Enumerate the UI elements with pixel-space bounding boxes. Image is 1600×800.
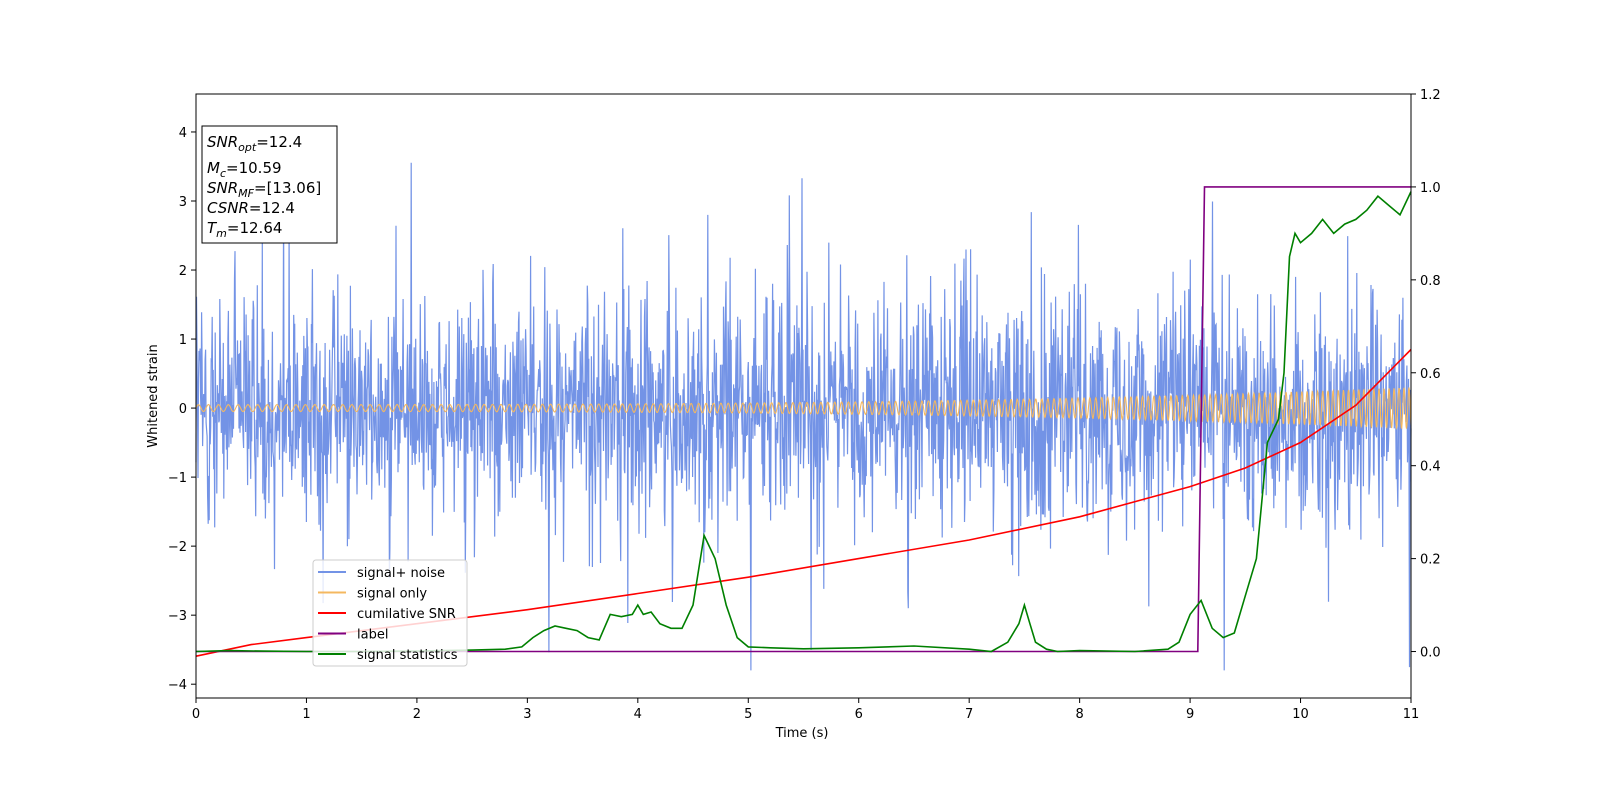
- x-tick-label: 0: [192, 707, 200, 722]
- y-left-tick-label: 2: [179, 264, 187, 279]
- x-tick-label: 11: [1403, 707, 1420, 722]
- y-axis-left: −4 −3 −2 −1 0 1 2 3 4: [168, 126, 196, 693]
- legend-label: label: [357, 628, 388, 643]
- y-left-tick-label: −2: [168, 540, 187, 555]
- y-axis-left-label: Whitened strain: [146, 344, 161, 447]
- annotation-frame: [201, 125, 338, 244]
- y-right-tick-label: 0.8: [1420, 274, 1441, 289]
- y-left-tick-label: −1: [168, 471, 187, 486]
- legend: signal+ noise signal only cumilative SNR la…: [312, 559, 468, 667]
- y-right-tick-label: 0.0: [1420, 646, 1441, 661]
- x-tick-label: 1: [302, 707, 310, 722]
- x-tick-label: 9: [1186, 707, 1194, 722]
- tm-annotation: Tm=12.64: [207, 219, 282, 240]
- annotation-box: SNRopt=12.4 Mc=10.59 SNRMF=[13.06] CSNR=…: [201, 125, 338, 244]
- legend-frame: [312, 559, 468, 667]
- x-tick-label: 2: [413, 707, 421, 722]
- y-left-tick-label: 4: [179, 126, 187, 141]
- y-right-tick-label: 1.0: [1420, 181, 1441, 196]
- series-label: [196, 186, 1411, 653]
- legend-label: signal statistics: [357, 648, 458, 663]
- x-tick-label: 6: [855, 707, 863, 722]
- series-signal-only: [195, 387, 1412, 431]
- series-signal-statistics: [195, 191, 1412, 653]
- y-right-tick-label: 0.4: [1420, 460, 1441, 475]
- mc-annotation: Mc=10.59: [207, 159, 282, 180]
- legend-label: cumilative SNR: [357, 607, 456, 622]
- y-left-tick-label: 1: [179, 333, 187, 348]
- series-signal-plus-noise: [195, 162, 1412, 671]
- csnr-annotation: CSNR=12.4: [207, 199, 295, 217]
- plot-frame: [195, 93, 1412, 699]
- x-axis: 0 1 2 3 4 5 6 7 8 9 10 11: [192, 698, 1419, 722]
- y-left-tick-label: 3: [179, 195, 187, 210]
- x-tick-label: 4: [634, 707, 642, 722]
- snr-mf-annotation: SNRMF=[13.06]: [207, 179, 321, 200]
- x-tick-label: 7: [965, 707, 973, 722]
- y-left-tick-label: −4: [168, 678, 187, 693]
- x-tick-label: 10: [1292, 707, 1309, 722]
- x-tick-label: 3: [523, 707, 531, 722]
- legend-label: signal only: [357, 587, 427, 602]
- y-left-tick-label: 0: [179, 402, 187, 417]
- x-tick-label: 8: [1075, 707, 1083, 722]
- x-tick-label: 5: [744, 707, 752, 722]
- y-right-tick-label: 1.2: [1420, 88, 1441, 103]
- legend-label: signal+ noise: [357, 566, 445, 581]
- y-right-tick-label: 0.6: [1420, 367, 1441, 382]
- snr-opt-annotation: SNRopt=12.4: [207, 133, 302, 154]
- y-right-tick-label: 0.2: [1420, 553, 1441, 568]
- y-axis-right: 0.0 0.2 0.4 0.6 0.8 1.0 1.2: [1411, 88, 1441, 661]
- y-left-tick-label: −3: [168, 609, 187, 624]
- x-axis-label: Time (s): [775, 726, 829, 741]
